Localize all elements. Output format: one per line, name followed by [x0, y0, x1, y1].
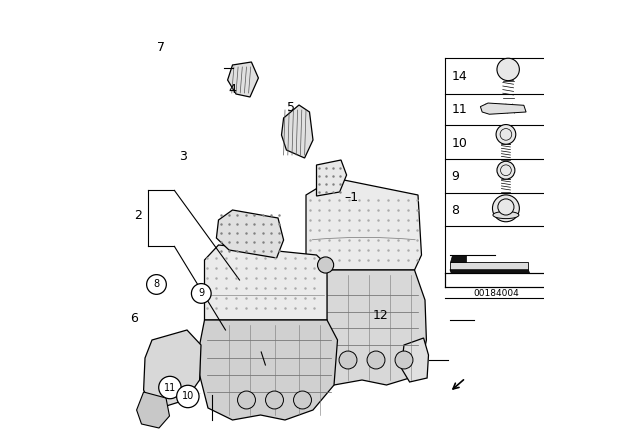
Polygon shape [282, 105, 313, 158]
Text: 8: 8 [154, 280, 159, 289]
Polygon shape [401, 338, 429, 382]
Text: 3: 3 [179, 150, 188, 164]
Text: 8: 8 [451, 204, 460, 217]
Polygon shape [317, 160, 347, 196]
Text: 00184004: 00184004 [473, 289, 519, 298]
Polygon shape [136, 392, 170, 428]
Text: 6: 6 [130, 311, 138, 325]
Text: 9: 9 [198, 289, 204, 298]
Circle shape [395, 351, 413, 369]
Text: 4: 4 [228, 83, 237, 96]
Circle shape [191, 284, 211, 303]
Circle shape [497, 161, 515, 179]
Circle shape [317, 257, 333, 273]
Text: 10: 10 [182, 392, 194, 401]
Polygon shape [216, 210, 284, 258]
Polygon shape [450, 270, 530, 273]
Text: 2: 2 [134, 208, 143, 222]
Polygon shape [143, 330, 201, 410]
Polygon shape [200, 320, 337, 420]
Text: 14: 14 [451, 69, 467, 83]
Circle shape [159, 376, 181, 399]
Circle shape [367, 351, 385, 369]
Ellipse shape [493, 211, 519, 219]
Circle shape [177, 385, 199, 408]
Circle shape [500, 129, 512, 140]
Circle shape [493, 195, 520, 222]
Circle shape [266, 391, 284, 409]
Circle shape [339, 351, 357, 369]
Text: 11: 11 [164, 383, 176, 392]
Polygon shape [228, 62, 259, 97]
Polygon shape [299, 270, 426, 385]
Text: 5: 5 [287, 101, 295, 114]
Polygon shape [481, 103, 526, 114]
Polygon shape [306, 178, 422, 270]
Text: 7: 7 [157, 40, 165, 54]
Polygon shape [205, 245, 327, 320]
Circle shape [147, 275, 166, 294]
Text: –1: –1 [344, 190, 358, 204]
Circle shape [237, 391, 255, 409]
Circle shape [294, 391, 312, 409]
Text: 12: 12 [372, 309, 388, 323]
Circle shape [500, 165, 511, 176]
Polygon shape [450, 255, 466, 262]
Circle shape [497, 58, 520, 81]
Text: 10: 10 [451, 137, 467, 150]
Text: 11: 11 [451, 103, 467, 116]
Polygon shape [450, 262, 529, 270]
Circle shape [496, 125, 516, 144]
Text: 9: 9 [451, 170, 459, 184]
Circle shape [498, 199, 514, 215]
